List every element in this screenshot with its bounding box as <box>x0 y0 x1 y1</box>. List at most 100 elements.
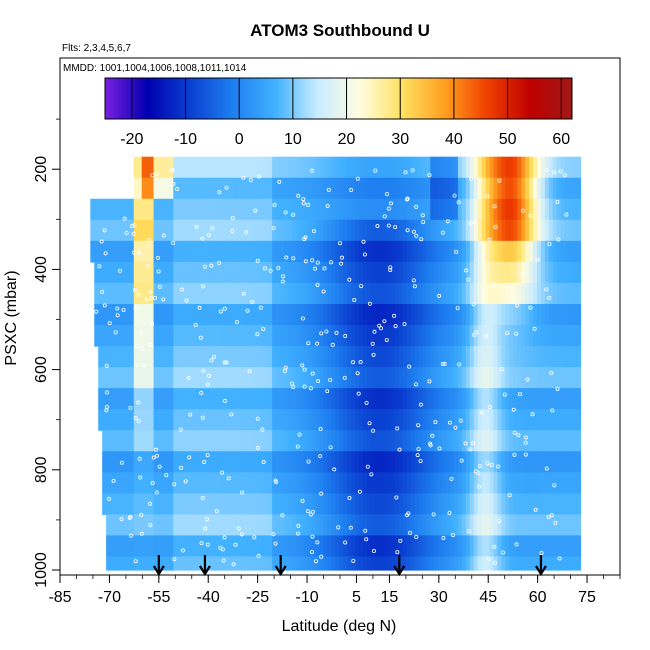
heatmap-cell <box>339 493 344 515</box>
heatmap-cell <box>327 156 333 179</box>
obs-point <box>97 176 102 181</box>
heatmap-cell <box>303 240 309 263</box>
heatmap-cell <box>568 198 574 221</box>
heatmap-cell <box>363 409 368 431</box>
heatmap-cell <box>268 556 273 571</box>
heatmap-cell <box>256 367 261 389</box>
heatmap-cell <box>450 219 455 242</box>
obs-point <box>325 389 330 394</box>
heatmap-cell <box>529 367 534 389</box>
obs-point <box>414 233 419 238</box>
heatmap-cell <box>339 409 344 431</box>
heatmap-cell <box>390 177 396 200</box>
obs-point <box>133 415 138 420</box>
heatmap-cell <box>264 472 269 494</box>
obs-point <box>205 382 210 387</box>
obs-point <box>473 220 478 225</box>
heatmap-cell <box>386 514 392 537</box>
heatmap-cell <box>264 367 269 389</box>
heatmap-cell <box>489 472 495 494</box>
heatmap-cell <box>291 240 297 263</box>
obs-point <box>194 224 199 229</box>
x-tick-label: 60 <box>529 589 547 606</box>
heatmap-cell <box>276 535 281 558</box>
heatmap-cell <box>200 282 206 305</box>
heatmap-cell <box>284 325 289 347</box>
heatmap-cell <box>548 367 554 389</box>
heatmap-cell <box>228 535 234 558</box>
obs-point <box>519 271 524 276</box>
heatmap-cell <box>568 240 574 263</box>
heatmap-cell <box>402 346 408 368</box>
heatmap-cell <box>430 556 435 571</box>
heatmap-cell <box>106 219 111 242</box>
heatmap-cell <box>327 303 333 326</box>
heatmap-cell <box>548 535 554 558</box>
obs-point <box>107 496 112 501</box>
heatmap-cell <box>450 240 455 263</box>
heatmap-cell <box>568 388 574 410</box>
heatmap-cell <box>533 303 538 326</box>
heatmap-cell <box>307 240 313 263</box>
heatmap-cell <box>394 346 400 368</box>
heatmap-cell <box>564 177 570 200</box>
heatmap-cell <box>161 430 167 452</box>
obs-point <box>364 400 369 405</box>
heatmap-cell <box>556 409 562 431</box>
heatmap-cell <box>461 177 467 200</box>
heatmap-cell <box>359 346 364 368</box>
heatmap-cell <box>220 346 226 368</box>
heatmap-cell <box>370 388 376 410</box>
heatmap-cell <box>434 303 439 326</box>
heatmap-cell <box>114 409 119 431</box>
heatmap-cell <box>102 282 107 305</box>
heatmap-cell <box>386 219 392 242</box>
obs-point <box>375 223 380 228</box>
heatmap-cell <box>572 451 578 473</box>
heatmap-cell <box>256 451 261 473</box>
y-tick-label: 800 <box>33 456 50 483</box>
heatmap-cell <box>398 556 404 571</box>
obs-point <box>255 258 260 263</box>
obs-point <box>224 360 229 365</box>
heatmap-cell <box>465 556 471 571</box>
obs-point <box>171 182 176 187</box>
obs-point <box>492 204 497 209</box>
heatmap-cell <box>481 367 487 389</box>
heatmap-cell <box>161 367 167 389</box>
heatmap-cell <box>236 240 242 263</box>
obs-point <box>111 478 116 483</box>
x-axis: -85 -70 -55 -40 -25 -10 5 15 30 45 60 75 <box>48 575 621 606</box>
heatmap-cell <box>200 367 206 389</box>
heatmap-cell <box>181 556 186 571</box>
heatmap-cell <box>457 219 463 242</box>
heatmap-cell <box>367 177 372 200</box>
obs-point <box>240 490 245 495</box>
heatmap-cell <box>536 261 542 284</box>
heatmap-cell <box>426 261 431 284</box>
heatmap-cell <box>339 156 344 179</box>
heatmap-cell <box>272 451 277 473</box>
heatmap-cell <box>473 367 479 389</box>
heatmap-cell <box>189 493 194 515</box>
heatmap-cell <box>343 430 348 452</box>
heatmap-cell <box>193 177 198 200</box>
heatmap-cell <box>212 219 218 242</box>
heatmap-cell <box>533 535 538 558</box>
obs-point <box>310 534 315 539</box>
heatmap-cell <box>355 556 360 571</box>
heatmap-cell <box>256 303 261 326</box>
colorbar-tick-label: 50 <box>499 131 517 148</box>
heatmap-cell <box>280 409 285 431</box>
obs-point <box>328 445 333 450</box>
heatmap-cell <box>469 198 475 221</box>
obs-point <box>144 297 149 302</box>
heatmap-cell <box>517 156 522 179</box>
heatmap-cell <box>572 303 578 326</box>
heatmap-cell <box>169 493 174 515</box>
x-axis-label: Latitude (deg N) <box>282 618 397 635</box>
obs-point <box>457 362 462 367</box>
heatmap-cell <box>343 325 348 347</box>
heatmap-cell <box>236 430 242 452</box>
heatmap-cell <box>438 282 443 305</box>
